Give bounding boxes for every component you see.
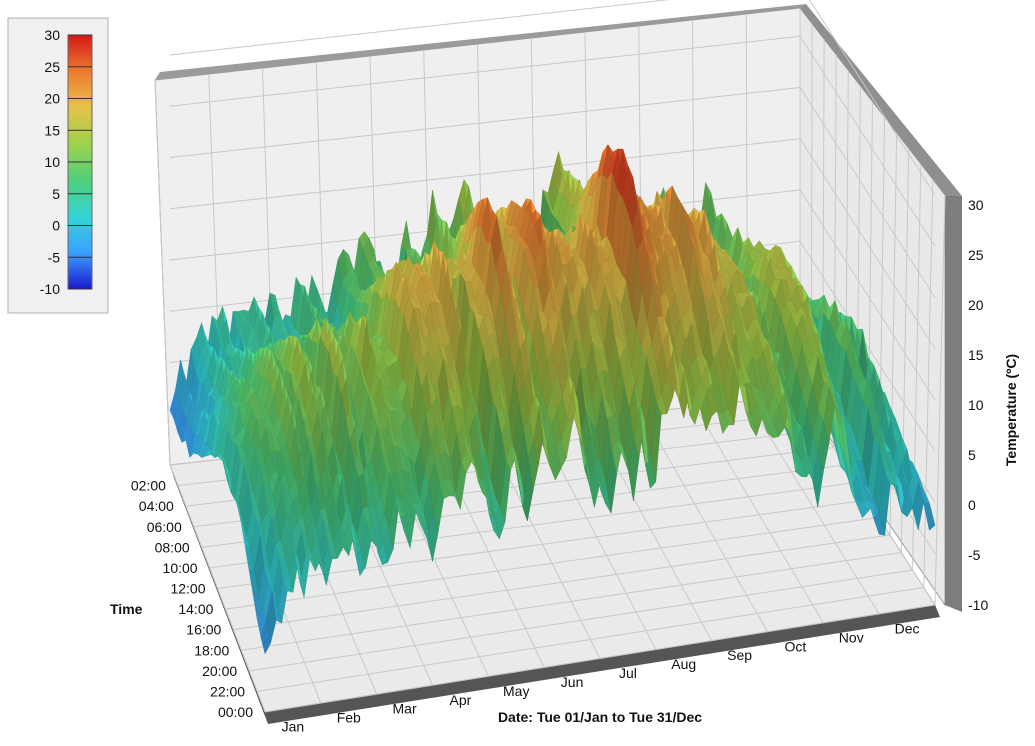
colorbar-tick-label: 5: [52, 186, 60, 202]
z-axis-bar: [945, 195, 962, 612]
y-tick-label: 12:00: [170, 581, 205, 597]
y-tick-label: 08:00: [155, 539, 190, 555]
y-tick-label: 22:00: [210, 683, 245, 699]
floor-grid-y: [233, 534, 891, 631]
back-grid-z: [169, 138, 801, 210]
side-grid-z: [799, 240, 936, 452]
y-tick-label: 06:00: [147, 519, 182, 535]
back-grid-z: [169, 0, 670, 56]
y-tick-label: 18:00: [194, 642, 229, 658]
surface-cell: [923, 502, 936, 531]
z-tick-label: 15: [968, 347, 984, 363]
colorbar-tick-label: 20: [44, 91, 60, 107]
x-tick-label: Jan: [282, 719, 305, 735]
side-grid-y: [923, 179, 934, 588]
x-tick-label: Jun: [561, 674, 584, 690]
x-tick-label: Nov: [839, 629, 864, 645]
colorbar-tick-label: 30: [44, 27, 60, 43]
back-grid-z: [169, 35, 801, 107]
z-tick-label: -5: [968, 547, 981, 563]
floor-grid-y: [264, 604, 936, 713]
z-tick-label: -10: [968, 597, 988, 613]
y-tick-label: 02:00: [131, 478, 166, 494]
back-grid-z: [169, 87, 801, 158]
z-tick-labels: 30 25 20 15 10 5 0 -5 -10: [968, 197, 988, 613]
wall-top-rim: [155, 4, 806, 80]
z-tick-label: 0: [968, 497, 976, 513]
x-tick-label: Oct: [785, 638, 807, 654]
floor-front-rim: [265, 605, 940, 724]
colorbar-tick-label: -10: [40, 281, 60, 297]
colorbar-tick-label: 0: [52, 218, 60, 234]
x-tick-label: Sep: [727, 647, 752, 663]
x-tick-label: Apr: [450, 692, 472, 708]
floor-grid-y: [249, 569, 913, 672]
z-tick-label: 20: [968, 297, 984, 313]
floor-grid-y: [225, 517, 879, 610]
x-axis-title: Date: Tue 01/Jan to Tue 31/Dec: [498, 709, 702, 725]
y-tick-label: 04:00: [139, 498, 174, 514]
right-wall-rim: [800, 4, 962, 196]
x-tick-label: Jul: [619, 665, 637, 681]
z-tick-label: 10: [968, 397, 984, 413]
temperature-surface: [169, 144, 936, 655]
y-tick-label: 14:00: [178, 601, 213, 617]
y-tick-labels: 02:00 04:00 06:00 08:00 10:00 12:00 14:00 16:00…: [131, 478, 253, 720]
colorbar-tick-label: 10: [44, 154, 60, 170]
z-tick-label: 30: [968, 197, 984, 213]
side-grid-z: [799, 189, 936, 401]
side-grid-z: [799, 87, 936, 298]
colorbar-tick-label: 15: [44, 122, 60, 138]
side-grid-z: [799, 138, 936, 350]
floor-grid-y: [257, 587, 924, 692]
x-tick-label: Mar: [393, 701, 417, 717]
z-tick-label: 25: [968, 247, 984, 263]
y-tick-label: 16:00: [186, 622, 221, 638]
y-tick-label: 10:00: [163, 560, 198, 576]
x-tick-label: May: [503, 683, 529, 699]
x-tick-label: Aug: [671, 656, 696, 672]
colorbar-tick-labels: 30 25 20 15 10 5 0 -5 -10: [40, 27, 92, 297]
side-grid-y: [934, 194, 946, 606]
y-axis-title: Time: [110, 601, 143, 617]
side-grid-z: [799, 35, 936, 247]
colorbar-tick-label: 25: [44, 59, 60, 75]
colorbar-legend: 30 25 20 15 10 5 0 -5 -10: [7, 17, 109, 314]
x-tick-label: Feb: [337, 710, 361, 726]
floor-grid-y: [241, 552, 902, 651]
colorbar-tick-label: -5: [48, 249, 61, 265]
side-grid-z: [809, 0, 936, 196]
z-axis-title: Temperature (ºC): [1003, 354, 1019, 466]
back-grid-x: [154, 79, 171, 466]
x-tick-label: Dec: [895, 620, 920, 636]
z-tick-label: 5: [968, 447, 976, 463]
y-tick-label: 20:00: [202, 663, 237, 679]
x-tick-labels: Jan Feb Mar Apr May Jun Jul Aug Sep Oct Nov Dec: [282, 620, 920, 734]
y-tick-label: 00:00: [218, 704, 253, 720]
